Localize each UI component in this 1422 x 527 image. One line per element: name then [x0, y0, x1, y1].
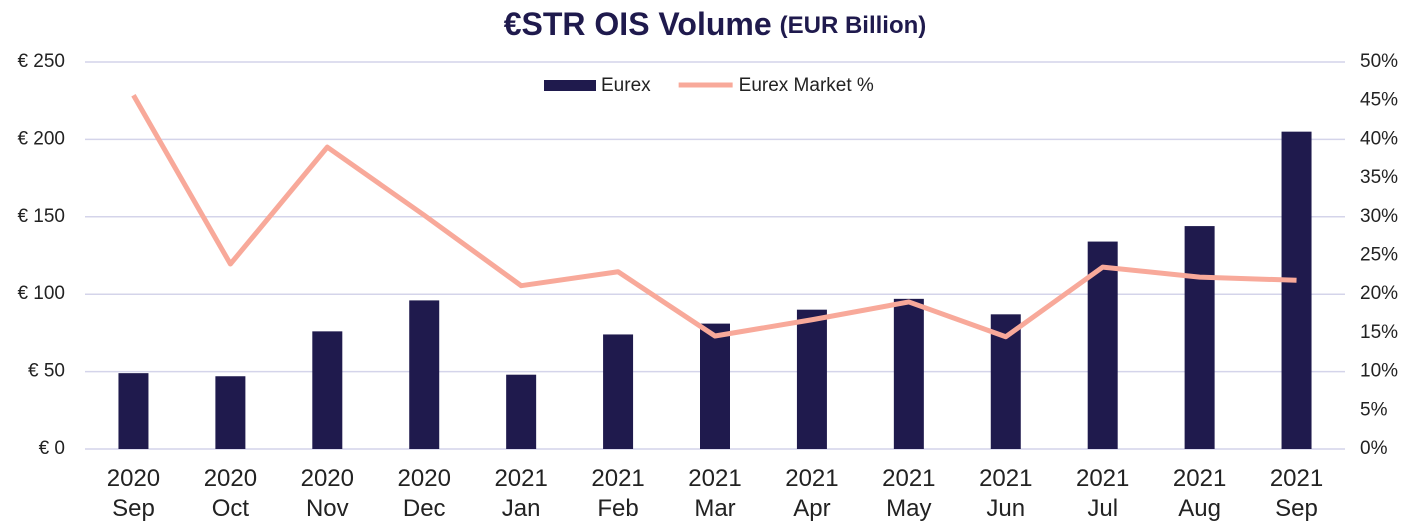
x-tick-label-line: 2020	[107, 465, 160, 492]
x-tick-label: 2021 Sep	[1270, 465, 1323, 522]
x-tick-label: 2020 Nov	[301, 465, 354, 522]
legend-label: Eurex	[601, 75, 651, 96]
x-tick-label-line: 2021	[494, 465, 547, 492]
x-tick-label-line: 2020	[301, 465, 354, 492]
y2-tick-label: 0%	[1360, 438, 1388, 459]
x-tick-label: 2021 Jan	[494, 465, 547, 522]
bar	[312, 331, 343, 449]
bar	[603, 334, 634, 449]
x-tick-label-line: 2021	[979, 465, 1032, 492]
subtitle: (EUR Billion)	[780, 12, 927, 39]
x-tick-label-line: Jun	[986, 495, 1025, 522]
y-tick-label: € 150	[17, 206, 65, 227]
x-tick-label: 2020 Oct	[204, 465, 257, 522]
bar	[796, 309, 827, 449]
x-tick-label-line: Jan	[502, 495, 541, 522]
y2-tick-label: 5%	[1360, 399, 1388, 420]
bar	[506, 374, 537, 449]
bar	[1281, 131, 1312, 449]
y2-tick-label: 40%	[1360, 128, 1398, 149]
y-tick-label: € 200	[17, 128, 65, 149]
x-tick-label-line: 2020	[204, 465, 257, 492]
bar	[118, 373, 149, 449]
x-tick-label-line: Oct	[212, 495, 250, 522]
x-tick-label: 2021 Feb	[591, 465, 644, 522]
x-tick-label-line: 2020	[398, 465, 451, 492]
legend-swatch	[544, 80, 596, 91]
y2-tick-label: 50%	[1360, 51, 1398, 72]
x-tick-label-line: 2021	[785, 465, 838, 492]
x-tick-label-line: 2021	[1173, 465, 1226, 492]
bar	[1184, 226, 1215, 449]
y-tick-label: € 250	[17, 51, 65, 72]
legend-label: Eurex Market %	[739, 75, 874, 96]
x-tick-label: 2021 Apr	[785, 465, 838, 522]
x-tick-label-line: Sep	[112, 495, 155, 522]
y2-tick-label: 25%	[1360, 245, 1398, 266]
x-tick-label-line: 2021	[1270, 465, 1323, 492]
x-tick-label-line: Feb	[597, 495, 638, 522]
bar	[700, 323, 730, 449]
x-tick-label-line: 2021	[1076, 465, 1129, 492]
y2-tick-label: 45%	[1360, 90, 1398, 111]
x-tick-label: 2021 Aug	[1173, 465, 1226, 522]
x-tick-label: 2020 Sep	[107, 465, 160, 522]
x-tick-label-line: Sep	[1275, 495, 1318, 522]
y2-tick-label: 20%	[1360, 283, 1398, 304]
x-tick-label: 2020 Dec	[398, 465, 451, 522]
line	[131, 94, 1297, 340]
x-tick-label: 2021 May	[882, 465, 935, 522]
y-tick-label: € 100	[17, 283, 65, 304]
y-tick-label: € 0	[39, 438, 65, 459]
x-tick-label-line: Apr	[793, 495, 830, 522]
x-tick-label-line: Jul	[1087, 495, 1118, 522]
x-tick-label-line: Dec	[403, 495, 446, 522]
x-tick-label-line: Nov	[306, 495, 349, 522]
bar	[409, 300, 440, 449]
x-tick-label-line: May	[886, 495, 931, 522]
x-tick-label: 2021 Jun	[979, 465, 1032, 522]
y2-tick-label: 10%	[1360, 361, 1398, 382]
bar	[215, 376, 246, 449]
x-tick-label-line: Mar	[694, 495, 735, 522]
x-tick-label-line: 2021	[882, 465, 935, 492]
x-tick-label-line: 2021	[688, 465, 741, 492]
x-tick-label: 2021 Mar	[688, 465, 741, 522]
chart-title: €STR OIS Volume (EUR Billion)	[504, 6, 927, 42]
x-tick-label: 2021 Jul	[1076, 465, 1129, 522]
x-tick-label-line: 2021	[591, 465, 644, 492]
bar	[893, 298, 924, 449]
x-tick-label-line: Aug	[1178, 495, 1221, 522]
y2-tick-label: 30%	[1360, 206, 1398, 227]
y2-tick-label: 15%	[1360, 322, 1398, 343]
title: €STR OIS Volume	[504, 6, 772, 42]
y2-tick-label: 35%	[1360, 167, 1398, 188]
y-tick-label: € 50	[28, 361, 65, 382]
